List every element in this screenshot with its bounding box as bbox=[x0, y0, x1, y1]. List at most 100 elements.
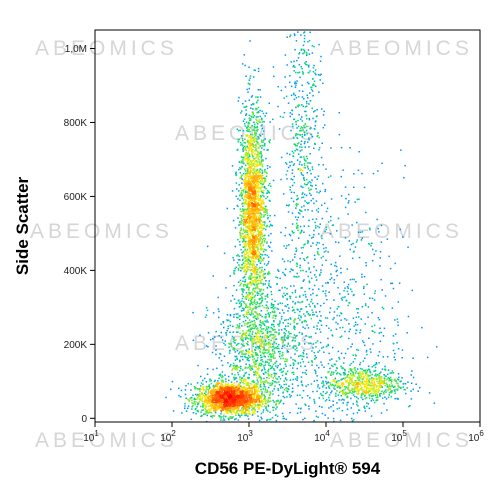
event-dot bbox=[243, 223, 246, 225]
event-dot bbox=[253, 205, 256, 207]
event-dot bbox=[300, 66, 302, 68]
event-dot bbox=[253, 177, 256, 180]
event-dot bbox=[240, 144, 242, 146]
event-dot bbox=[270, 241, 272, 244]
event-dot bbox=[339, 390, 342, 392]
event-dot bbox=[302, 105, 304, 108]
event-dot bbox=[308, 82, 310, 85]
event-dot bbox=[308, 267, 310, 269]
event-dot bbox=[308, 139, 310, 141]
event-dot bbox=[261, 163, 264, 165]
event-dot bbox=[376, 394, 378, 397]
event-dot bbox=[284, 86, 287, 88]
event-dot bbox=[240, 267, 242, 269]
event-dot bbox=[243, 374, 246, 376]
event-dot bbox=[259, 168, 262, 170]
event-dot bbox=[248, 205, 250, 208]
event-dot bbox=[253, 125, 256, 128]
event-dot bbox=[253, 204, 255, 206]
event-dot bbox=[300, 169, 303, 171]
event-dot bbox=[371, 392, 373, 394]
event-dot bbox=[250, 205, 253, 208]
event-dot bbox=[322, 397, 325, 400]
event-dot bbox=[250, 302, 253, 304]
event-dot bbox=[324, 124, 326, 126]
event-dot bbox=[202, 389, 204, 391]
event-dot bbox=[242, 246, 245, 248]
event-dot bbox=[259, 198, 261, 200]
event-dot bbox=[244, 123, 246, 125]
event-dot bbox=[205, 387, 208, 389]
event-dot bbox=[262, 199, 264, 201]
event-dot bbox=[355, 388, 357, 390]
event-dot bbox=[301, 252, 303, 254]
event-dot bbox=[305, 184, 307, 186]
event-dot bbox=[221, 399, 224, 401]
event-dot bbox=[250, 183, 253, 185]
event-dot bbox=[310, 199, 312, 202]
event-dot bbox=[230, 387, 233, 390]
event-dot bbox=[293, 98, 296, 101]
event-dot bbox=[216, 390, 219, 392]
event-dot bbox=[376, 363, 378, 365]
event-dot bbox=[209, 409, 211, 411]
event-dot bbox=[265, 249, 267, 251]
event-dot bbox=[361, 368, 363, 370]
event-dot bbox=[249, 210, 251, 212]
event-dot bbox=[255, 144, 257, 147]
event-dot bbox=[253, 208, 256, 210]
event-dot bbox=[261, 183, 264, 186]
event-dot bbox=[264, 391, 266, 393]
event-dot bbox=[252, 213, 254, 215]
event-dot bbox=[249, 247, 251, 249]
event-dot bbox=[266, 217, 269, 220]
event-dot bbox=[223, 406, 225, 408]
event-dot bbox=[190, 389, 192, 391]
event-dot bbox=[259, 205, 262, 207]
event-dot bbox=[352, 372, 355, 374]
event-dot bbox=[250, 229, 253, 232]
event-dot bbox=[258, 199, 260, 201]
event-dot bbox=[220, 384, 222, 386]
event-dot bbox=[241, 178, 243, 181]
event-dot bbox=[369, 390, 371, 393]
event-dot bbox=[245, 264, 248, 266]
event-dot bbox=[231, 413, 233, 415]
event-dot bbox=[303, 183, 306, 185]
event-dot bbox=[309, 153, 311, 155]
event-dot bbox=[261, 171, 264, 173]
event-dot bbox=[239, 237, 242, 239]
event-dot bbox=[227, 386, 229, 388]
event-dot bbox=[261, 117, 263, 120]
event-dot bbox=[194, 387, 197, 390]
event-dot bbox=[357, 378, 360, 380]
event-dot bbox=[299, 257, 301, 260]
event-dot bbox=[232, 395, 234, 397]
event-dot bbox=[243, 221, 245, 223]
event-dot bbox=[241, 268, 243, 270]
event-dot bbox=[247, 146, 250, 148]
event-dot bbox=[208, 411, 211, 413]
event-dot bbox=[315, 188, 317, 190]
event-dot bbox=[352, 403, 354, 405]
event-dot bbox=[302, 73, 304, 75]
event-dot bbox=[244, 403, 247, 405]
event-dot bbox=[213, 414, 216, 417]
event-dot bbox=[317, 74, 320, 76]
event-dot bbox=[254, 129, 256, 132]
event-dot bbox=[255, 226, 257, 229]
event-dot bbox=[261, 248, 264, 251]
event-dot bbox=[239, 244, 241, 246]
event-dot bbox=[248, 392, 251, 394]
event-dot bbox=[206, 411, 209, 413]
event-dot bbox=[245, 203, 247, 205]
event-dot bbox=[242, 209, 245, 212]
event-dot bbox=[336, 386, 339, 389]
event-dot bbox=[252, 203, 254, 205]
event-dot bbox=[264, 268, 266, 271]
event-dot bbox=[247, 152, 250, 154]
event-dot bbox=[245, 240, 247, 243]
event-dot bbox=[254, 195, 256, 197]
event-dot bbox=[243, 218, 245, 221]
event-dot bbox=[240, 270, 242, 272]
